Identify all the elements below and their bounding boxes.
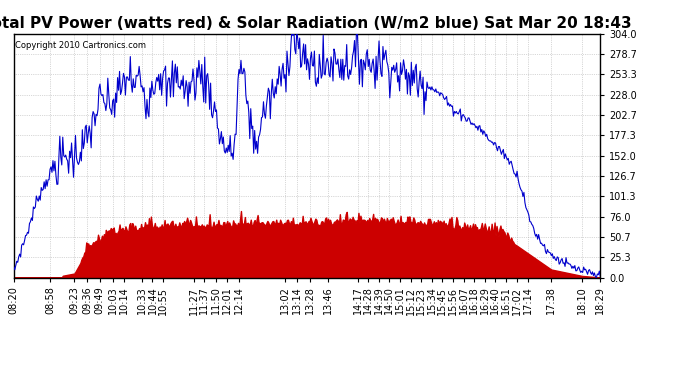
Title: Total PV Power (watts red) & Solar Radiation (W/m2 blue) Sat Mar 20 18:43: Total PV Power (watts red) & Solar Radia… (0, 16, 631, 31)
Text: Copyright 2010 Cartronics.com: Copyright 2010 Cartronics.com (15, 41, 146, 50)
